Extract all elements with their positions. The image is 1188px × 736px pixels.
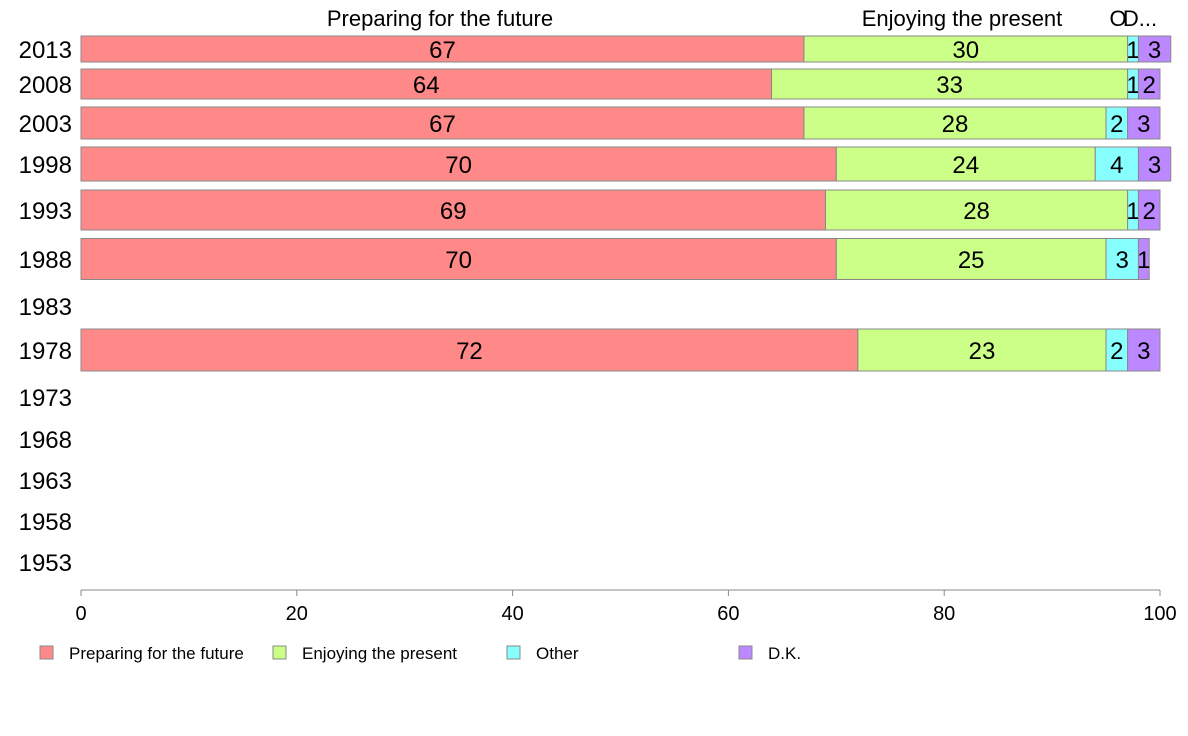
data-label: 3: [1137, 111, 1150, 138]
bar-segment: [1094, 146, 1139, 182]
bar-segment: [80, 328, 859, 372]
bar-segment: [80, 146, 837, 182]
column-header: Preparing for the future: [327, 6, 553, 31]
data-label: 67: [429, 111, 456, 138]
column-header: O: [1109, 6, 1126, 31]
category-label: 1983: [19, 294, 72, 321]
data-label: 33: [936, 72, 963, 99]
column-header: D...: [1123, 6, 1157, 31]
data-label: 23: [969, 338, 996, 365]
category-label: 1958: [19, 509, 72, 536]
data-label: 67: [429, 37, 456, 64]
data-label: 72: [456, 338, 483, 365]
bar-segment: [80, 238, 837, 280]
bar-segment: [835, 146, 1096, 182]
legend-label: Other: [536, 644, 579, 663]
legend-label: Preparing for the future: [69, 644, 244, 663]
bars: 67 30 1 364 33 1 267 28 2 370 24 4 369 28 1 270 25 3 172 23…: [80, 35, 1172, 372]
legend-swatch: [39, 645, 54, 660]
legend-swatch: [738, 645, 753, 660]
data-label: 3: [1148, 152, 1161, 179]
data-label: 70: [445, 152, 472, 179]
data-label: 64: [413, 72, 440, 99]
data-label: 1: [1126, 72, 1139, 99]
category-label: 1978: [19, 338, 72, 365]
category-label: 2013: [19, 37, 72, 64]
category-label: 2003: [19, 111, 72, 138]
category-labels: 2013 2008 2003 1998 1993 1988 1983 1978 1973 1968…: [19, 37, 72, 577]
data-label: 3: [1137, 338, 1150, 365]
data-label: 2: [1143, 198, 1156, 225]
x-tick-label: 20: [286, 603, 308, 625]
data-label: 2: [1110, 111, 1123, 138]
x-tick-label: 0: [75, 603, 86, 625]
data-label: 1: [1126, 198, 1139, 225]
bar-segment: [1127, 328, 1161, 372]
x-tick-label: 100: [1143, 603, 1176, 625]
bar-segment: [1127, 106, 1161, 140]
x-tick-label: 80: [933, 603, 955, 625]
data-label: 30: [952, 37, 979, 64]
category-label: 1963: [19, 468, 72, 495]
data-label: 70: [445, 247, 472, 274]
bar-segment: [80, 106, 805, 140]
x-axis: 0 20 40 60 80 100: [75, 589, 1177, 625]
data-label: 25: [958, 247, 985, 274]
category-label: 1988: [19, 247, 72, 274]
column-headers: Preparing for the future Enjoying the pre…: [327, 6, 1157, 31]
data-label: 28: [942, 111, 969, 138]
data-label: 3: [1148, 37, 1161, 64]
data-label: 2: [1143, 72, 1156, 99]
bar-segment: [803, 35, 1129, 63]
x-tick-label: 40: [501, 603, 523, 625]
category-label: 1998: [19, 152, 72, 179]
legend-swatch: [272, 645, 287, 660]
data-label: 1: [1126, 37, 1139, 64]
bar-segment: [1137, 146, 1172, 182]
bar-segment: [803, 106, 1107, 140]
x-tick-label: 60: [717, 603, 739, 625]
bar-segment: [1137, 189, 1161, 231]
legend-label: D.K.: [768, 644, 801, 663]
data-label: 3: [1116, 247, 1129, 274]
data-label: 28: [963, 198, 990, 225]
legend: Preparing for the future Enjoying the pre…: [39, 644, 801, 663]
category-label: 2008: [19, 72, 72, 99]
bar-segment: [1137, 238, 1150, 280]
bar-segment: [80, 68, 773, 100]
legend-label: Enjoying the present: [302, 644, 457, 663]
category-label: 1993: [19, 198, 72, 225]
bar-segment: [1137, 68, 1161, 100]
data-label: 2: [1110, 338, 1123, 365]
data-label: 4: [1110, 152, 1123, 179]
bar-segment: [857, 328, 1107, 372]
bar-segment: [1105, 238, 1139, 280]
category-label: 1953: [19, 550, 72, 577]
data-label: 24: [952, 152, 979, 179]
bar-segment: [771, 68, 1129, 100]
data-label: 69: [440, 198, 467, 225]
legend-swatch: [506, 645, 521, 660]
bar-segment: [80, 189, 827, 231]
bar-segment: [825, 189, 1129, 231]
column-header: Enjoying the present: [862, 6, 1063, 31]
data-label: 1: [1137, 247, 1150, 274]
bar-segment: [1137, 35, 1172, 63]
category-label: 1968: [19, 427, 72, 454]
category-label: 1973: [19, 385, 72, 412]
